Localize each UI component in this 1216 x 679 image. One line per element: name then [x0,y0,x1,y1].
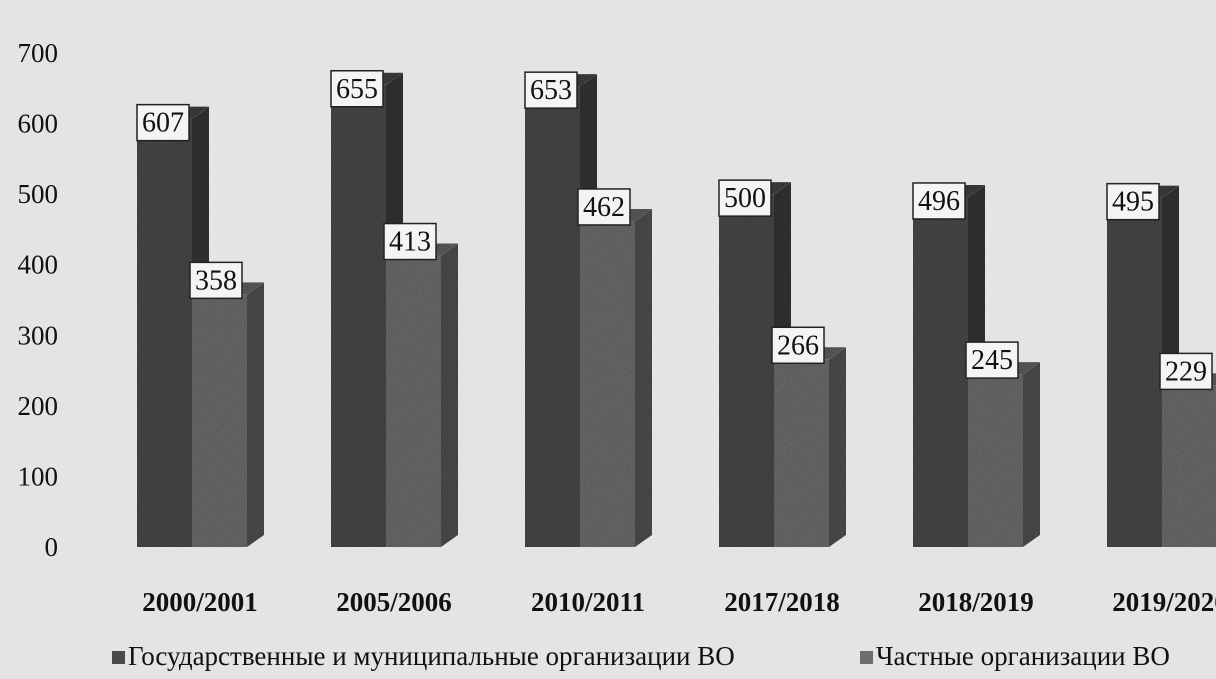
x-tick-label: 2017/2018 [724,587,840,617]
data-label: 496 [918,186,960,217]
data-label: 462 [583,192,625,223]
data-label: 413 [389,227,431,258]
legend-item: Частные организации ВО [860,641,1170,671]
data-label: 607 [142,108,184,139]
data-label: 358 [195,265,237,296]
bar-front-face [331,84,386,547]
y-tick-label: 400 [18,250,59,280]
data-label-box [965,341,1019,379]
bar-private-2017-2018 [774,347,846,547]
data-label-box [524,71,578,109]
x-axis: 2000/2001 2005/2006 2010/2011 2017/2018 2018… [142,587,1216,617]
y-tick-label: 300 [18,320,59,350]
legend-swatch [860,651,873,664]
legend-item: Государственные и муниципальные организа… [112,641,735,671]
bar-front-face [968,374,1023,547]
data-label: 266 [777,330,819,361]
data-label-box [718,179,772,217]
x-tick-label: 2018/2019 [918,587,1034,617]
bar-front-face [192,294,247,547]
bar-private-2019-2020 [1162,373,1216,547]
legend-label: Государственные и муниципальные организа… [128,641,735,671]
data-label: 653 [530,75,572,106]
x-tick-label: 2000/2001 [142,587,258,617]
bars-group: 607 358 655 413 653 462 500 266 496 245 495 229 [136,70,1216,548]
bar-front-face [774,359,829,547]
data-label-box [136,103,190,142]
bar-side-face [441,243,458,548]
bar-front-face [525,86,580,547]
y-tick-label: 500 [18,179,59,209]
bar-side-face [1023,362,1040,547]
data-label-box [383,222,437,261]
y-axis: 0 100 200 300 400 500 600 700 [18,38,59,562]
y-tick-label: 700 [18,38,59,68]
bar-front-face [1107,197,1162,547]
bar-side-face [829,347,846,547]
bar-front-face [137,118,192,547]
y-tick-label: 600 [18,109,59,139]
data-label-box [577,188,631,226]
legend-swatch [112,651,125,664]
y-tick-label: 100 [18,461,59,491]
bar-side-face [635,208,652,547]
data-label: 500 [724,183,766,214]
data-label-box [1159,352,1213,391]
data-label-box [330,70,384,108]
bar-private-2000-2001 [192,282,264,547]
data-label-box [912,182,966,220]
bar-private-2018-2019 [968,362,1040,547]
data-label: 229 [1165,356,1207,387]
bar-private-2005-2006 [386,243,458,548]
legend-label: Частные организации ВО [876,641,1170,671]
data-label-box [189,261,243,300]
x-tick-label: 2019/2020 [1112,587,1216,617]
data-label-box [771,326,825,365]
x-tick-label: 2010/2011 [531,587,645,617]
y-tick-label: 200 [18,391,59,421]
bar-private-2010-2011 [580,208,652,547]
y-tick-label: 0 [45,532,59,562]
bar-front-face [1162,385,1216,547]
bar-side-face [247,282,264,547]
bar-front-face [580,220,635,547]
bar-front-face [913,196,968,548]
bar-front-face [719,194,774,547]
x-tick-label: 2005/2006 [336,587,452,617]
bar-front-face [386,255,441,548]
data-label: 495 [1112,187,1154,218]
data-label: 655 [336,74,378,105]
legend: Государственные и муниципальные организа… [112,641,1170,671]
data-label: 245 [971,345,1013,376]
data-label-box [1106,182,1160,221]
